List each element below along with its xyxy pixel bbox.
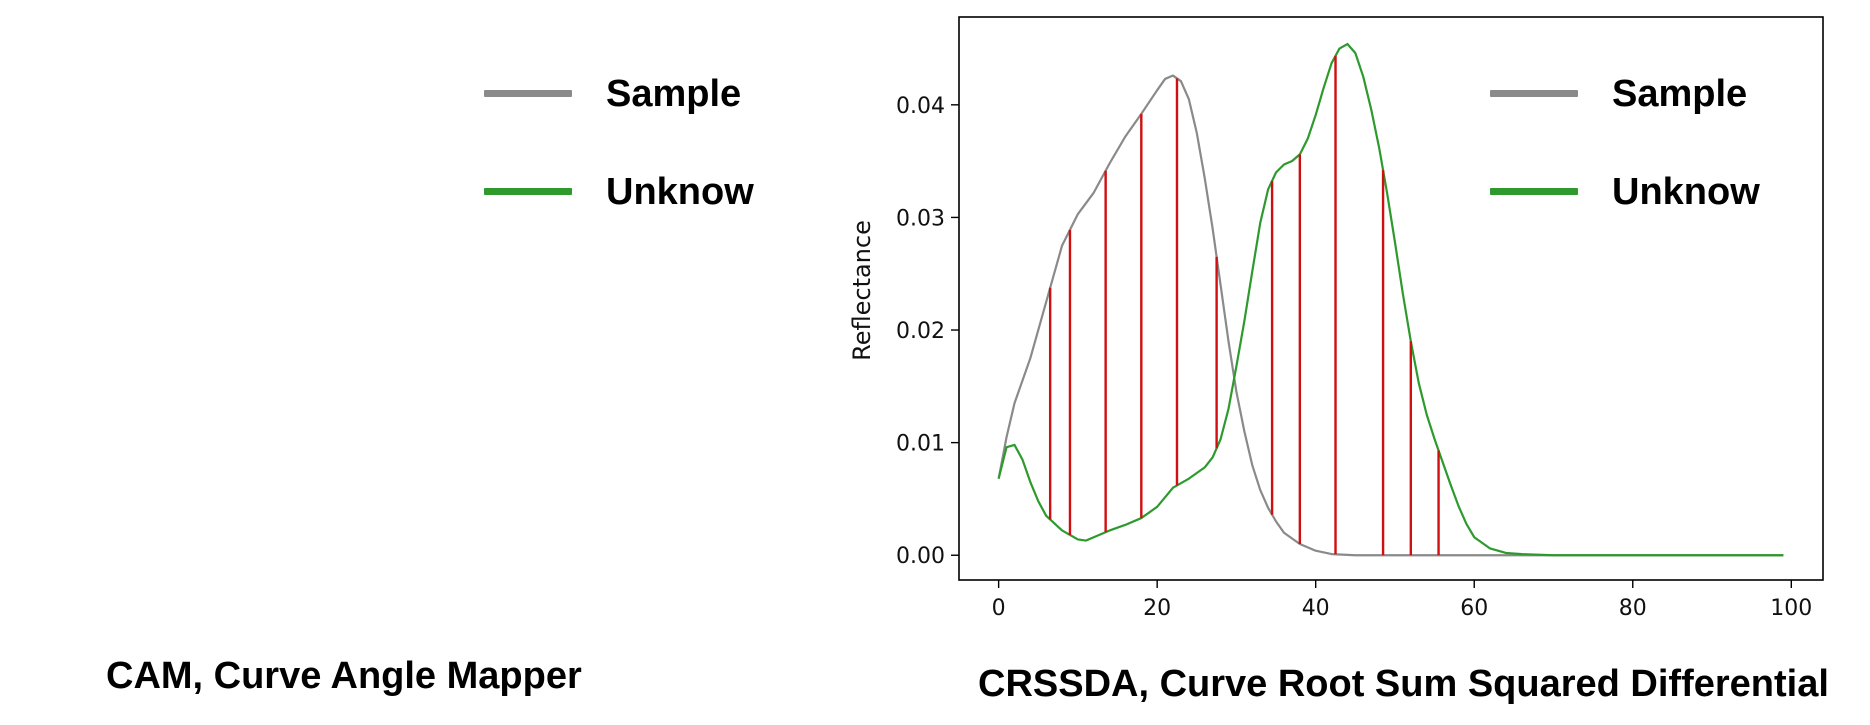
crssda-panel: 0 20 40 60 80 100 0.00 0.01 0.02 0.03 0.04 Reflec… bbox=[840, 0, 1870, 725]
x-tick-label: 80 bbox=[1619, 596, 1647, 620]
crssda-chart: 0 20 40 60 80 100 0.00 0.01 0.02 0.03 0.04 Reflec… bbox=[848, 16, 1824, 620]
crssda-legend-swatch-unknow bbox=[1490, 188, 1578, 195]
y-axis-label: Reflectance bbox=[848, 220, 876, 361]
x-tick-label: 100 bbox=[1770, 596, 1812, 620]
plot-frame bbox=[958, 16, 1824, 581]
cam-legend-label-sample: Sample bbox=[606, 73, 742, 115]
cam-legend-swatch-unknow bbox=[484, 188, 572, 195]
y-tick-label: 0.02 bbox=[896, 319, 945, 344]
cam-legend-item-unknow: Unknow bbox=[484, 168, 824, 218]
cam-panel: Sample Unknow CAM, Curve Angle Mapper bbox=[0, 0, 860, 725]
y-axis-ticks: 0.00 0.01 0.02 0.03 0.04 bbox=[896, 94, 959, 569]
y-tick-label: 0.03 bbox=[896, 206, 945, 231]
series-line-unknow bbox=[997, 42, 1784, 557]
crssda-caption: CRSSDA, Curve Root Sum Squared Different… bbox=[978, 663, 1829, 705]
crssda-legend-label-sample: Sample bbox=[1612, 73, 1748, 115]
cam-caption: CAM, Curve Angle Mapper bbox=[106, 655, 582, 697]
crssda-legend-label-unknow: Unknow bbox=[1612, 171, 1760, 213]
crssda-legend-swatch-sample bbox=[1490, 90, 1578, 97]
x-tick-label: 0 bbox=[992, 596, 1006, 620]
x-tick-label: 20 bbox=[1143, 596, 1171, 620]
y-tick-label: 0.04 bbox=[896, 94, 945, 119]
crssda-legend-item-sample: Sample bbox=[1490, 70, 1830, 120]
difference-lines bbox=[1048, 55, 1440, 556]
crssda-legend-item-unknow: Unknow bbox=[1490, 168, 1830, 218]
y-tick-label: 0.00 bbox=[896, 544, 945, 569]
y-tick-label: 0.01 bbox=[896, 432, 945, 457]
x-axis-ticks: 0 20 40 60 80 100 bbox=[992, 580, 1812, 620]
x-tick-label: 40 bbox=[1302, 596, 1330, 620]
crssda-legend: Sample Unknow bbox=[1490, 70, 1830, 220]
cam-legend-swatch-sample bbox=[484, 90, 572, 97]
x-tick-label: 60 bbox=[1460, 596, 1488, 620]
cam-legend-label-unknow: Unknow bbox=[606, 171, 754, 213]
cam-legend: Sample Unknow bbox=[484, 70, 824, 220]
cam-legend-item-sample: Sample bbox=[484, 70, 824, 120]
